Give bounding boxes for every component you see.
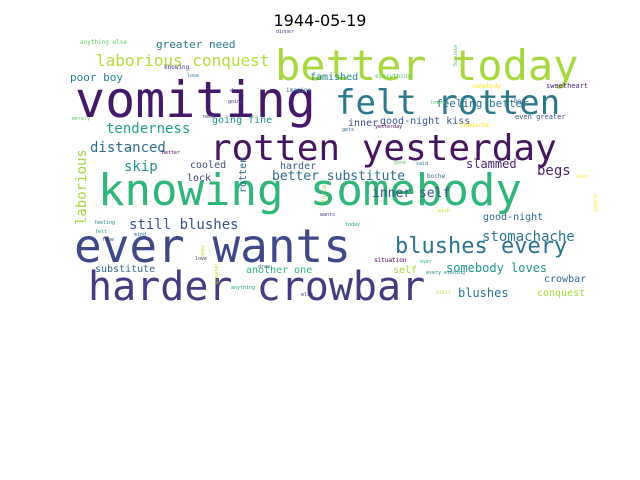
word-feeling-better: feeling better [436,97,529,110]
word-ever: ever [420,259,432,265]
word-boy: boy [514,98,525,105]
word-everything: everything [375,73,412,80]
word-anything: anything [231,285,255,291]
word-vomiting: vomiting [75,71,316,129]
word-skip: skip [124,159,158,175]
word-good-night: good-night [483,212,543,223]
word-better-substitute: better substitute [272,169,405,184]
word-situation: situation [374,257,407,264]
word-blushes-every: blushes every [395,234,567,259]
word-famished: famished [310,72,358,83]
word-imagine: imagine [286,87,312,94]
word-still-blushes: still blushes [129,217,239,233]
word-going: going [228,99,243,105]
word-headache: headache [460,122,489,129]
word-love: love [195,256,207,262]
word-somebody-loves: somebody loves [446,261,547,275]
word-going-fine: going fine [212,115,272,126]
word-mind: mind [134,232,146,238]
word-conquest: conquest [537,288,585,299]
word-tenderness: tenderness [106,121,190,137]
word-inner-self: inner self [372,186,450,201]
word-slammed: slammed [466,157,517,171]
word-ever-wants: ever wants [74,219,351,273]
word-sweetheart: sweetheart [546,82,588,90]
word-evening: evening [452,45,458,66]
word-boche: boche [427,173,445,180]
word-gone: gone [394,160,406,166]
word-force: force [321,185,328,203]
word-rotten: rotten [238,157,249,193]
word-people: people [593,194,599,212]
word-door: door [230,88,242,94]
word-wants: wants [320,212,335,218]
word-every-evening: every evening [426,270,465,276]
word-happy: happy [200,245,206,260]
word-greater: greater [214,263,220,284]
word-better: better [162,150,180,156]
word-cooled: cooled [190,160,226,171]
word-still: still [436,290,451,296]
word-said: said [416,161,428,167]
word-felt: felt [95,229,107,235]
word-anything-else: anything else [80,39,127,46]
word-good-night-kiss: good-night kiss [380,116,470,127]
word-harder-crowbar: harder crowbar [88,264,425,310]
word-rotten-yesterday: rotten yesterday [210,128,557,169]
word-crowbar: crowbar [544,274,586,285]
word-laborious-conquest: laborious conquest [96,51,269,70]
word-need: need [203,114,215,120]
word-substitute: substitute [95,264,155,275]
word-wish: wish [438,208,450,214]
word-merely: merely [72,116,90,122]
word-stomachache: stomachache [482,229,575,245]
word-yesterday: yesterday [375,124,402,130]
word-even-greater: even greater [515,113,566,121]
word-poor-boy: poor boy [70,71,123,84]
word-knowing-somebody: knowing somebody [98,165,522,216]
word-inner: inner [348,118,378,129]
word-feeling: feeling [94,220,115,226]
word-somebody: somebody [472,83,501,90]
word-begs: begs [537,163,571,179]
word-better-today: better today [275,41,578,90]
word-loves: loves [430,100,445,106]
word-greater-need: greater need [156,38,235,51]
word-distanced: distanced [90,140,166,156]
word-today: today [345,222,360,228]
word-felt-rotten: felt rotten [335,83,560,123]
word-blushes: blushes [458,286,509,300]
word-lose: lose [187,73,199,79]
word-another-one: another one [246,265,312,276]
word-kiss: kiss [576,174,588,180]
chart-title: 1944-05-19 [273,11,367,30]
word-else: else [301,292,313,298]
word-dinner: dinner [276,29,294,35]
word-self: self [393,265,417,276]
word-gets: gets [342,127,354,133]
word-harder: harder [280,161,316,172]
word-lock: lock [187,173,211,184]
word-fine: fine [102,237,114,243]
word-laborious: laborious [74,149,90,225]
word-knowing: knowing [164,64,190,71]
word-draw: draw [258,264,271,270]
